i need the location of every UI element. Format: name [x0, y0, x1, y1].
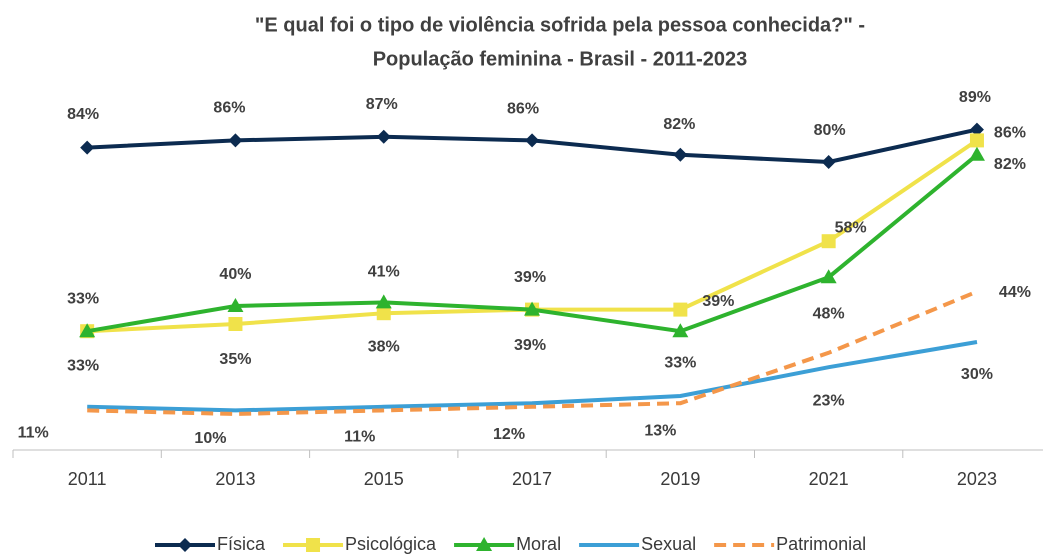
point-marker	[79, 323, 96, 338]
data-label: 39%	[514, 337, 546, 354]
legend-item: Física	[155, 534, 266, 554]
point-marker	[227, 298, 244, 312]
point-marker	[524, 301, 541, 316]
data-label: 10%	[194, 430, 226, 447]
data-label: 48%	[813, 305, 845, 322]
data-label: 39%	[514, 269, 546, 286]
chart-title-line1: "E qual foi o tipo de violência sofrida …	[255, 14, 865, 36]
legend-item: Sexual	[579, 534, 696, 554]
x-tick-label: 2017	[512, 469, 552, 489]
x-tick-label: 2021	[809, 469, 849, 489]
legend-marker	[476, 537, 493, 551]
point-marker	[821, 234, 836, 249]
point-marker	[969, 122, 984, 137]
x-tick-label: 2011	[68, 469, 107, 489]
data-label: 41%	[368, 264, 400, 281]
data-label: 12%	[493, 426, 525, 443]
data-label: 35%	[219, 351, 251, 368]
point-marker	[376, 306, 391, 321]
data-label: 44%	[999, 284, 1031, 301]
data-label: 82%	[663, 116, 695, 133]
legend-label: Psicológica	[345, 534, 437, 554]
data-label: 33%	[664, 354, 696, 371]
point-marker	[820, 269, 837, 284]
chart-title-line2: População feminina - Brasil - 2011-2023	[373, 48, 748, 70]
point-marker	[228, 133, 243, 148]
data-label: 87%	[366, 96, 398, 113]
data-label: 40%	[219, 266, 251, 283]
point-marker	[969, 133, 984, 148]
x-tick-label: 2015	[364, 469, 404, 489]
legend-label: Patrimonial	[776, 534, 866, 554]
data-label: 58%	[835, 219, 867, 236]
legend-label: Moral	[516, 534, 561, 554]
data-label: 86%	[994, 125, 1026, 142]
legend-label: Sexual	[641, 534, 696, 554]
data-label: 86%	[213, 100, 245, 117]
legend-item: Patrimonial	[714, 534, 866, 554]
data-label: 38%	[368, 338, 400, 355]
point-marker	[673, 147, 688, 162]
legend-item: Psicológica	[283, 534, 437, 554]
point-marker	[968, 146, 985, 161]
point-marker	[673, 302, 688, 317]
series-line	[87, 340, 978, 413]
data-label: 86%	[507, 101, 539, 118]
data-label: 11%	[344, 429, 375, 446]
legend-marker	[306, 538, 321, 552]
point-marker	[525, 133, 540, 148]
x-tick-label: 2019	[660, 469, 700, 489]
data-label: 23%	[813, 392, 845, 409]
legend-label: Física	[217, 534, 266, 554]
x-tick-label: 2023	[957, 469, 997, 489]
data-label: 13%	[644, 422, 676, 439]
data-label: 80%	[814, 122, 846, 139]
data-label: 39%	[702, 293, 734, 310]
point-marker	[375, 294, 392, 309]
legend-marker	[178, 538, 192, 552]
data-label: 33%	[67, 290, 99, 307]
point-marker	[376, 129, 391, 144]
point-marker	[228, 317, 243, 331]
legend-item: Moral	[454, 534, 561, 554]
point-marker	[821, 155, 836, 169]
data-label: 11%	[18, 425, 49, 442]
x-tick-label: 2013	[215, 469, 255, 489]
series-line	[87, 289, 978, 417]
data-label: 84%	[67, 106, 99, 123]
data-label: 30%	[961, 366, 993, 383]
data-label: 33%	[67, 357, 99, 374]
data-label: 89%	[959, 89, 991, 106]
data-label: 82%	[994, 156, 1026, 173]
point-marker	[80, 140, 95, 155]
point-marker	[672, 323, 689, 338]
